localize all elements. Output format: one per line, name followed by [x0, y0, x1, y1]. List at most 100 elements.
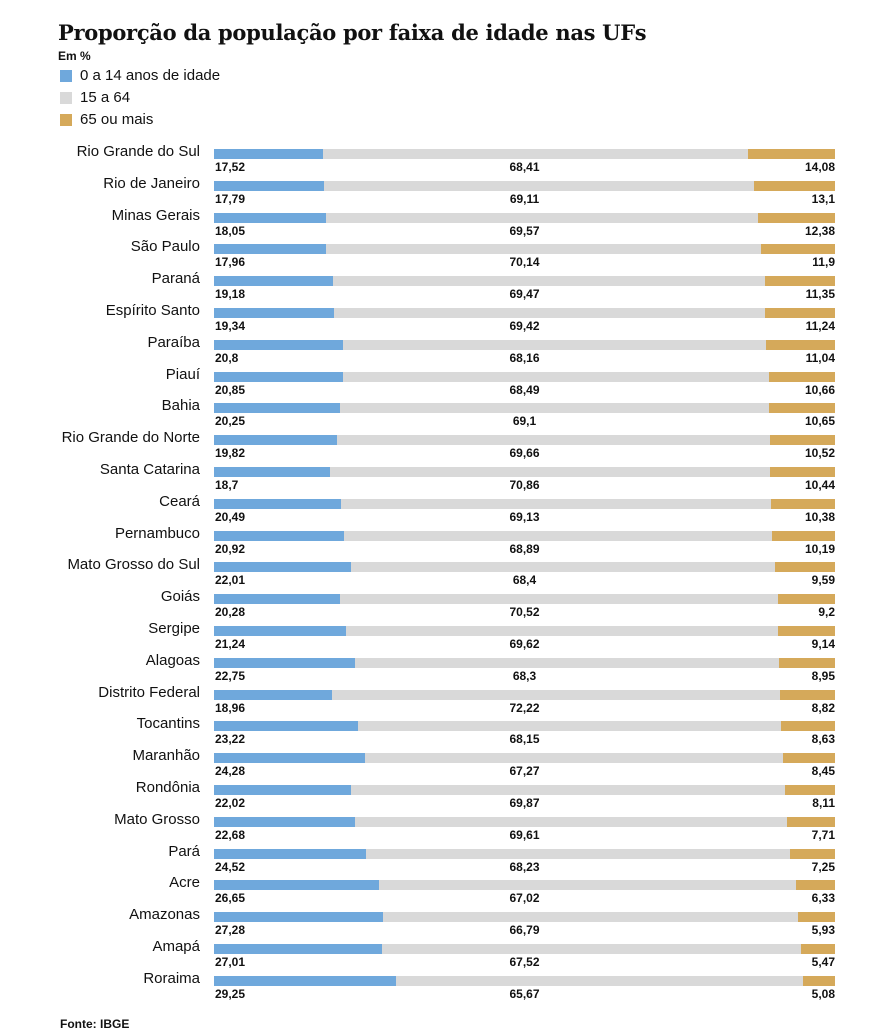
value-label: 17,52: [215, 160, 246, 174]
category-label: Rio de Janeiro: [103, 174, 200, 192]
category-label: Acre: [169, 874, 200, 892]
bar-segment: [333, 276, 765, 287]
value-label: 69,66: [509, 446, 540, 461]
value-label: 24,28: [215, 764, 246, 779]
bar-segment: [777, 594, 835, 605]
bar-segment: [787, 816, 835, 827]
value-label: 10,38: [804, 509, 835, 524]
bar-segment: [801, 944, 835, 954]
bar-segment: [214, 848, 367, 859]
bar-segment: [764, 276, 835, 287]
value-label: 22,02: [215, 796, 246, 810]
bar-segment: [355, 657, 780, 668]
bar-segment: [214, 435, 338, 446]
bar-segment: [214, 785, 351, 795]
bar-segment: [779, 657, 835, 668]
value-label: 7,25: [811, 859, 835, 874]
value-label: 65,67: [509, 986, 540, 1001]
bar-segment: [214, 149, 323, 159]
value-label: 20,85: [215, 382, 246, 397]
category-label: Rondônia: [135, 779, 200, 796]
bar-segment: [761, 244, 835, 255]
value-label: 10,19: [804, 541, 835, 556]
category-label: São Paulo: [130, 238, 200, 256]
value-label: 68,4: [512, 573, 537, 588]
bar-segment: [214, 594, 340, 605]
bar-segment: [343, 530, 772, 541]
value-label: 29,25: [215, 986, 246, 1001]
value-label: 68,15: [509, 732, 540, 747]
bar-segment: [214, 944, 382, 954]
bar-segment: [747, 149, 836, 159]
legend-swatch: [60, 69, 72, 82]
value-label: 67,27: [509, 764, 540, 779]
bar-segment: [758, 212, 835, 223]
legend-label: 65 ou mais: [80, 111, 154, 128]
value-label: 8,45: [811, 764, 835, 779]
legend-swatch: [60, 113, 72, 126]
value-label: 20,92: [215, 541, 246, 556]
bar-segment: [214, 244, 326, 255]
value-label: 12,38: [804, 223, 835, 238]
category-label: Goiás: [160, 588, 200, 606]
value-label: 68,41: [509, 160, 540, 174]
value-label: 72,22: [509, 700, 540, 715]
value-label: 5,47: [811, 955, 835, 969]
value-label: 23,22: [215, 732, 246, 747]
category-label: Rio Grande do Sul: [76, 143, 200, 160]
bar-segment: [214, 180, 325, 191]
category-label: Minas Gerais: [111, 206, 200, 224]
value-label: 70,14: [509, 255, 540, 270]
value-label: 10,66: [804, 382, 835, 397]
bar-segment: [322, 149, 748, 159]
bar-segment: [214, 467, 331, 477]
value-label: 69,61: [509, 827, 540, 842]
value-label: 69,42: [509, 319, 540, 333]
bar-segment: [214, 657, 356, 668]
bar-segment: [358, 721, 782, 732]
value-label: 27,28: [215, 923, 246, 938]
legend-item: 65 ou mais: [60, 111, 153, 128]
bar-segment: [768, 371, 835, 382]
category-label: Amapá: [152, 938, 200, 955]
value-label: 24,52: [215, 859, 246, 874]
bar-segment: [795, 880, 835, 891]
bar-segment: [395, 975, 804, 986]
value-label: 69,62: [509, 637, 540, 651]
value-label: 67,02: [509, 891, 540, 906]
value-label: 20,8: [215, 350, 239, 365]
value-label: 11,04: [805, 350, 835, 365]
bar-segment: [214, 212, 327, 223]
source-note: Fonte: IBGE: [60, 1017, 130, 1031]
bar-segment: [778, 626, 835, 636]
bar-segment: [214, 530, 344, 541]
value-label: 18,7: [215, 478, 239, 492]
category-label: Espírito Santo: [105, 302, 200, 319]
legend-label: 0 a 14 anos de idade: [80, 67, 221, 84]
value-label: 14,08: [804, 160, 835, 174]
value-label: 69,1: [512, 414, 537, 429]
bar-segment: [798, 912, 835, 923]
category-label: Mato Grosso: [114, 810, 200, 828]
value-label: 22,68: [215, 827, 246, 842]
bar-segment: [214, 562, 351, 573]
value-label: 5,93: [811, 923, 835, 938]
bar-segment: [331, 689, 781, 700]
value-label: 19,82: [215, 446, 246, 461]
value-label: 22,75: [215, 668, 246, 683]
value-label: 20,49: [215, 509, 246, 524]
value-label: 68,3: [512, 668, 537, 683]
value-label: 69,13: [509, 509, 540, 524]
bar-segment: [770, 498, 835, 509]
value-label: 68,23: [509, 859, 540, 874]
value-label: 19,34: [215, 319, 246, 333]
category-label: Tocantins: [136, 715, 200, 733]
category-label: Roraima: [143, 969, 200, 987]
bar-segment: [354, 816, 788, 827]
bar-segment: [343, 339, 767, 350]
bar-segment: [350, 785, 785, 795]
value-label: 5,08: [811, 986, 835, 1001]
value-label: 8,82: [811, 700, 835, 715]
bar-segment: [341, 498, 771, 509]
value-label: 67,52: [509, 955, 540, 969]
